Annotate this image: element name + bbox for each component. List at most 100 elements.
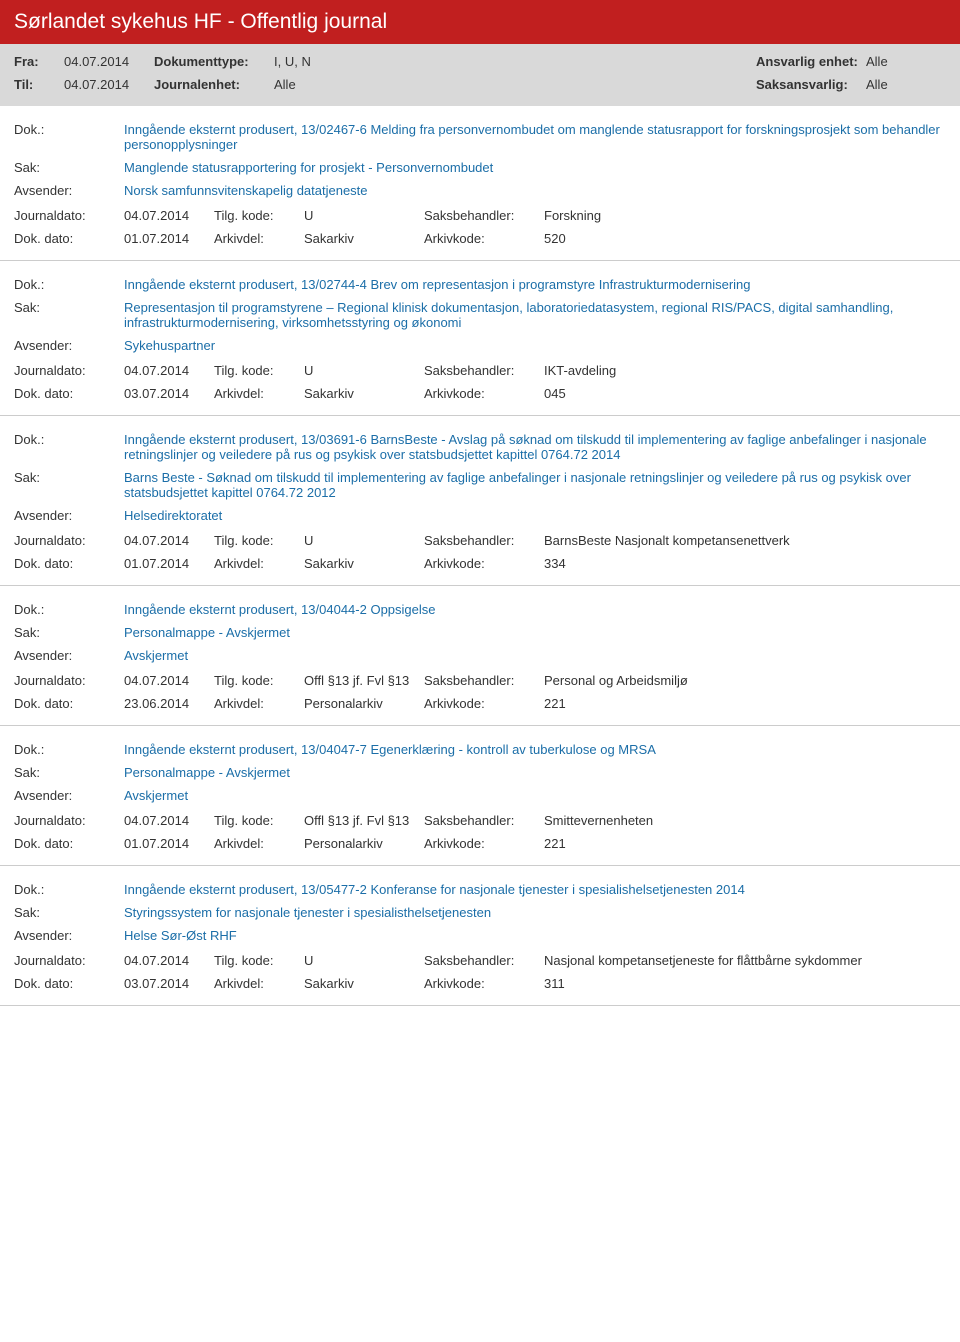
arkivkode-value: 221: [544, 696, 946, 711]
dokdato-value: 23.06.2014: [124, 696, 214, 711]
dok-value[interactable]: Inngående eksternt produsert, 13/02467-6…: [124, 122, 946, 152]
sak-label: Sak:: [14, 625, 124, 640]
tilgkode-value: Offl §13 jf. Fvl §13: [304, 673, 424, 688]
avsender-label: Avsender:: [14, 508, 124, 523]
dok-value[interactable]: Inngående eksternt produsert, 13/04044-2…: [124, 602, 946, 617]
arkivkode-value: 334: [544, 556, 946, 571]
journaldato-label: Journaldato:: [14, 363, 124, 378]
arkivkode-value: 520: [544, 231, 946, 246]
sak-label: Sak:: [14, 905, 124, 920]
tilgkode-label: Tilg. kode:: [214, 208, 304, 223]
saksbehandler-value: Personal og Arbeidsmiljø: [544, 673, 946, 688]
avsender-label: Avsender:: [14, 338, 124, 353]
journaldato-value: 04.07.2014: [124, 533, 214, 548]
ansvarlig-label: Ansvarlig enhet:: [756, 54, 866, 69]
sak-value[interactable]: Styringssystem for nasjonale tjenester i…: [124, 905, 946, 920]
journaldato-label: Journaldato:: [14, 813, 124, 828]
journal-entry: Dok.: Inngående eksternt produsert, 13/0…: [0, 106, 960, 261]
tilgkode-label: Tilg. kode:: [214, 953, 304, 968]
journaldato-label: Journaldato:: [14, 208, 124, 223]
journal-entry: Dok.: Inngående eksternt produsert, 13/0…: [0, 261, 960, 416]
til-value: 04.07.2014: [64, 77, 154, 92]
dokdato-label: Dok. dato:: [14, 836, 124, 851]
saksbehandler-label: Saksbehandler:: [424, 953, 544, 968]
dokdato-value: 01.07.2014: [124, 231, 214, 246]
ansvarlig-value: Alle: [866, 54, 946, 69]
arkivdel-value: Personalarkiv: [304, 836, 424, 851]
avsender-value[interactable]: Avskjermet: [124, 648, 946, 663]
dokdato-label: Dok. dato:: [14, 696, 124, 711]
tilgkode-label: Tilg. kode:: [214, 533, 304, 548]
sak-value[interactable]: Manglende statusrapportering for prosjek…: [124, 160, 946, 175]
dok-label: Dok.:: [14, 882, 124, 897]
saksbehandler-value: BarnsBeste Nasjonalt kompetansenettverk: [544, 533, 946, 548]
journaldato-value: 04.07.2014: [124, 208, 214, 223]
dokdato-label: Dok. dato:: [14, 556, 124, 571]
saksbehandler-value: Nasjonal kompetansetjeneste for flåttbår…: [544, 953, 946, 968]
arkivkode-value: 221: [544, 836, 946, 851]
fra-value: 04.07.2014: [64, 54, 154, 69]
sak-value[interactable]: Barns Beste - Søknad om tilskudd til imp…: [124, 470, 946, 500]
avsender-label: Avsender:: [14, 183, 124, 198]
saksansvarlig-value: Alle: [866, 77, 946, 92]
journal-entry: Dok.: Inngående eksternt produsert, 13/0…: [0, 416, 960, 586]
journaldato-value: 04.07.2014: [124, 363, 214, 378]
arkivdel-label: Arkivdel:: [214, 231, 304, 246]
avsender-value[interactable]: Norsk samfunnsvitenskapelig datatjeneste: [124, 183, 946, 198]
avsender-value[interactable]: Helsedirektoratet: [124, 508, 946, 523]
avsender-label: Avsender:: [14, 788, 124, 803]
sak-label: Sak:: [14, 470, 124, 500]
dok-value[interactable]: Inngående eksternt produsert, 13/02744-4…: [124, 277, 946, 292]
tilgkode-value: U: [304, 208, 424, 223]
sak-value[interactable]: Personalmappe - Avskjermet: [124, 625, 946, 640]
arkivkode-label: Arkivkode:: [424, 231, 544, 246]
dok-value[interactable]: Inngående eksternt produsert, 13/03691-6…: [124, 432, 946, 462]
dok-label: Dok.:: [14, 602, 124, 617]
sak-value[interactable]: Representasjon til programstyrene – Regi…: [124, 300, 946, 330]
journalenhet-value: Alle: [274, 77, 374, 92]
dok-label: Dok.:: [14, 122, 124, 152]
filter-bar: Fra: 04.07.2014 Dokumenttype: I, U, N An…: [0, 44, 960, 106]
dokdato-label: Dok. dato:: [14, 386, 124, 401]
doktype-value: I, U, N: [274, 54, 374, 69]
dok-label: Dok.:: [14, 432, 124, 462]
saksbehandler-label: Saksbehandler:: [424, 208, 544, 223]
dokdato-value: 03.07.2014: [124, 976, 214, 991]
saksansvarlig-label: Saksansvarlig:: [756, 77, 866, 92]
arkivkode-value: 045: [544, 386, 946, 401]
arkivkode-value: 311: [544, 976, 946, 991]
dok-label: Dok.:: [14, 277, 124, 292]
arkivkode-label: Arkivkode:: [424, 386, 544, 401]
arkivdel-value: Sakarkiv: [304, 231, 424, 246]
journaldato-value: 04.07.2014: [124, 673, 214, 688]
journal-entry: Dok.: Inngående eksternt produsert, 13/0…: [0, 866, 960, 1006]
arkivdel-value: Sakarkiv: [304, 976, 424, 991]
sak-label: Sak:: [14, 765, 124, 780]
sak-label: Sak:: [14, 160, 124, 175]
avsender-value[interactable]: Avskjermet: [124, 788, 946, 803]
arkivkode-label: Arkivkode:: [424, 976, 544, 991]
dokdato-value: 01.07.2014: [124, 836, 214, 851]
journal-entry: Dok.: Inngående eksternt produsert, 13/0…: [0, 726, 960, 866]
avsender-value[interactable]: Helse Sør-Øst RHF: [124, 928, 946, 943]
avsender-value[interactable]: Sykehuspartner: [124, 338, 946, 353]
tilgkode-value: Offl §13 jf. Fvl §13: [304, 813, 424, 828]
saksbehandler-label: Saksbehandler:: [424, 533, 544, 548]
saksbehandler-value: IKT-avdeling: [544, 363, 946, 378]
fra-label: Fra:: [14, 54, 64, 69]
sak-label: Sak:: [14, 300, 124, 330]
journalenhet-label: Journalenhet:: [154, 77, 274, 92]
tilgkode-label: Tilg. kode:: [214, 363, 304, 378]
journaldato-label: Journaldato:: [14, 953, 124, 968]
dok-value[interactable]: Inngående eksternt produsert, 13/05477-2…: [124, 882, 946, 897]
saksbehandler-value: Smittevernenheten: [544, 813, 946, 828]
journaldato-label: Journaldato:: [14, 533, 124, 548]
arkivdel-label: Arkivdel:: [214, 696, 304, 711]
arkivdel-value: Personalarkiv: [304, 696, 424, 711]
dokdato-label: Dok. dato:: [14, 231, 124, 246]
avsender-label: Avsender:: [14, 648, 124, 663]
dok-value[interactable]: Inngående eksternt produsert, 13/04047-7…: [124, 742, 946, 757]
sak-value[interactable]: Personalmappe - Avskjermet: [124, 765, 946, 780]
arkivkode-label: Arkivkode:: [424, 556, 544, 571]
arkivkode-label: Arkivkode:: [424, 696, 544, 711]
